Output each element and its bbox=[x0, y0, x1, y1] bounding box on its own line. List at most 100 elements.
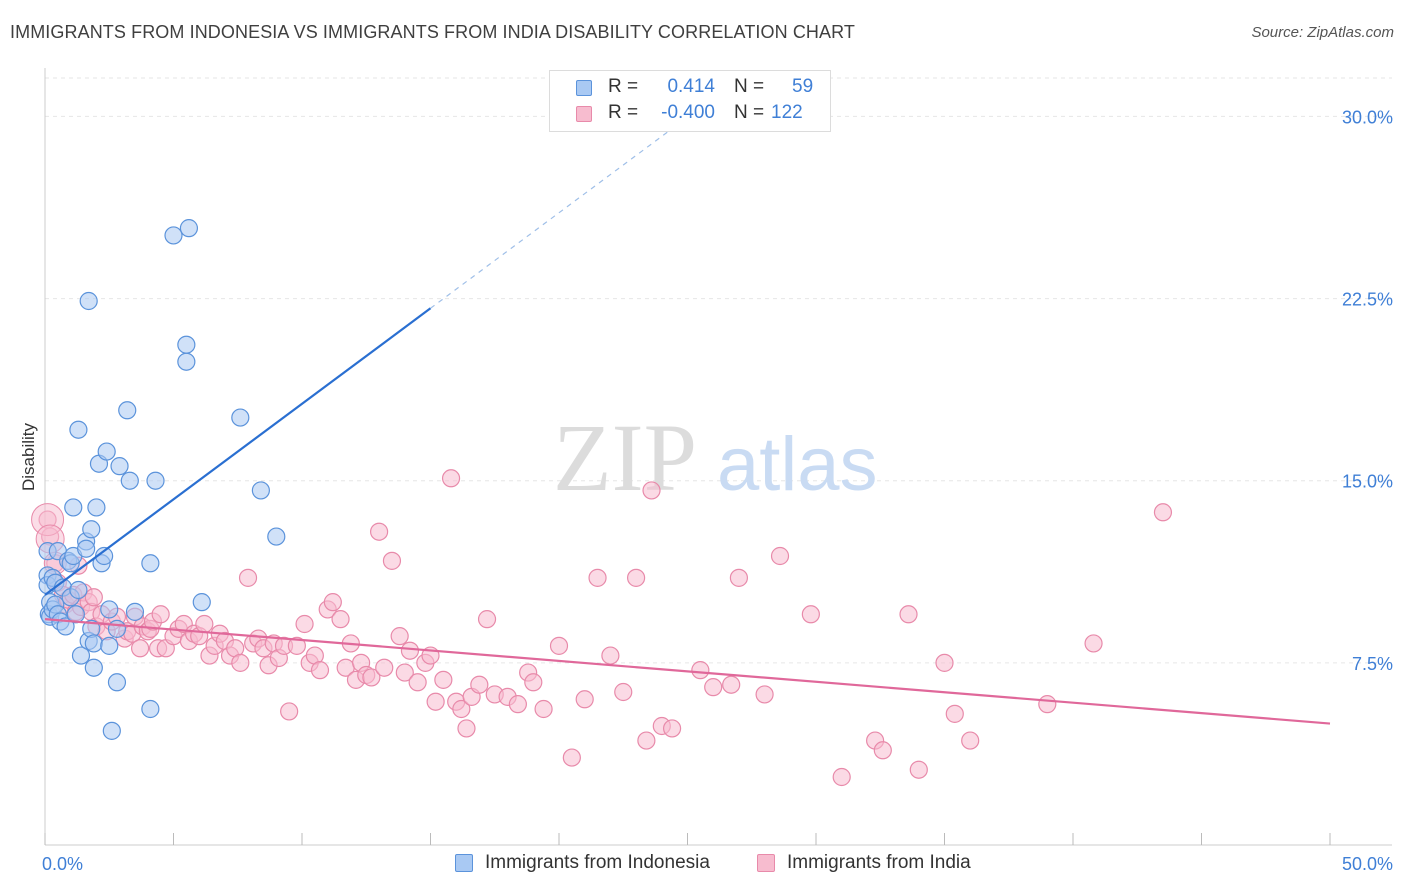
india-point bbox=[601, 646, 620, 665]
indonesia-point bbox=[192, 593, 211, 612]
indonesia-trend-line bbox=[44, 307, 432, 596]
india-point bbox=[873, 741, 892, 760]
indonesia-point bbox=[125, 602, 145, 621]
indonesia-point bbox=[177, 352, 196, 371]
bottom-legend-label-india: Immigrants from India bbox=[787, 852, 971, 873]
correlation-legend: R = 0.414 N = 59 R = -0.400 N = 122 bbox=[549, 70, 831, 132]
legend-row-indonesia: R = 0.414 N = 59 bbox=[550, 75, 830, 101]
y-tick-label: 7.5% bbox=[1352, 654, 1393, 674]
legend-n-label: N = bbox=[734, 76, 765, 97]
india-point bbox=[1153, 503, 1173, 522]
india-point bbox=[691, 661, 710, 680]
india-point bbox=[375, 658, 394, 677]
india-point bbox=[287, 636, 306, 655]
india-point bbox=[909, 760, 928, 779]
legend-n-value-india: 122 bbox=[771, 102, 803, 123]
indonesia-point bbox=[71, 646, 91, 665]
indonesia-point bbox=[84, 658, 103, 677]
indonesia-point bbox=[97, 442, 116, 461]
y-tick-label: 15.0% bbox=[1342, 472, 1393, 492]
india-point bbox=[331, 610, 350, 629]
bottom-legend-label-indonesia: Immigrants from Indonesia bbox=[485, 852, 710, 873]
india-point bbox=[801, 605, 820, 624]
indonesia-point bbox=[107, 619, 127, 638]
legend-r-label: R = bbox=[608, 76, 639, 97]
india-point bbox=[755, 685, 774, 704]
x-tick-label: 0.0% bbox=[42, 854, 83, 874]
india-point bbox=[899, 605, 918, 624]
watermark-atlas: atlas bbox=[717, 422, 878, 507]
india-point bbox=[549, 636, 569, 655]
legend-r-value-indonesia: 0.414 bbox=[667, 76, 715, 97]
india-point bbox=[434, 670, 453, 689]
india-point bbox=[935, 653, 954, 672]
india-point bbox=[722, 675, 741, 694]
india-point bbox=[362, 668, 381, 687]
india-point bbox=[382, 551, 402, 570]
legend-row-india: R = -0.400 N = 122 bbox=[550, 101, 830, 127]
india-point bbox=[426, 692, 445, 711]
y-tick-label: 30.0% bbox=[1342, 107, 1393, 127]
indonesia-point bbox=[66, 605, 85, 624]
india-point bbox=[231, 653, 250, 672]
source-label: Source: ZipAtlas.com bbox=[1251, 24, 1394, 41]
indonesia-point bbox=[79, 291, 98, 311]
legend-n-label: N = bbox=[734, 102, 765, 123]
india-point bbox=[642, 481, 661, 500]
india-point bbox=[395, 663, 414, 682]
india-point bbox=[295, 614, 314, 634]
legend-n-value-indonesia: 59 bbox=[792, 76, 814, 97]
series-india-points bbox=[31, 469, 1173, 787]
indonesia-point bbox=[141, 699, 160, 719]
india-point bbox=[470, 675, 489, 694]
bottom-legend-swatch-indonesia bbox=[455, 854, 473, 872]
india-point bbox=[832, 767, 851, 787]
india-point bbox=[238, 568, 258, 587]
legend-swatch-india bbox=[576, 106, 592, 122]
indonesia-point bbox=[87, 498, 106, 517]
indonesia-point bbox=[164, 226, 183, 245]
india-point bbox=[770, 546, 790, 566]
india-point bbox=[400, 641, 420, 660]
india-point bbox=[961, 731, 980, 750]
indonesia-point bbox=[118, 401, 137, 420]
indonesia-point bbox=[141, 554, 160, 573]
legend-r-label: R = bbox=[608, 102, 639, 123]
watermark-zip: ZIP bbox=[553, 404, 697, 511]
indonesia-point bbox=[107, 673, 127, 692]
indonesia-point bbox=[82, 520, 101, 539]
indonesia-point bbox=[100, 636, 119, 655]
indonesia-point bbox=[84, 634, 103, 653]
india-point bbox=[729, 568, 749, 587]
indonesia-point bbox=[177, 335, 196, 354]
india-point bbox=[1084, 634, 1103, 653]
india-point bbox=[84, 588, 103, 607]
india-point bbox=[614, 682, 633, 702]
y-tick-label: 22.5% bbox=[1342, 290, 1393, 310]
indonesia-point bbox=[179, 219, 199, 238]
india-point bbox=[945, 704, 964, 723]
india-point bbox=[534, 699, 553, 719]
india-point bbox=[390, 627, 409, 646]
india-point bbox=[370, 522, 389, 541]
india-point bbox=[452, 699, 471, 719]
indonesia-point bbox=[267, 527, 286, 546]
india-point bbox=[626, 568, 646, 587]
india-point bbox=[408, 673, 427, 692]
india-point bbox=[562, 748, 581, 767]
series-indonesia-points bbox=[38, 219, 286, 740]
indonesia-point bbox=[77, 539, 96, 558]
indonesia-trend-extension bbox=[430, 115, 689, 309]
india-point bbox=[323, 593, 342, 612]
india-point bbox=[508, 695, 527, 714]
indonesia-point bbox=[231, 408, 250, 427]
indonesia-point bbox=[69, 580, 88, 600]
india-point bbox=[151, 605, 170, 624]
india-point bbox=[441, 469, 461, 488]
india-point bbox=[310, 661, 330, 680]
india-point bbox=[195, 614, 214, 634]
bottom-legend-swatch-india bbox=[757, 854, 775, 872]
legend-r-value-india: -0.400 bbox=[661, 102, 715, 123]
indonesia-point bbox=[120, 471, 139, 490]
